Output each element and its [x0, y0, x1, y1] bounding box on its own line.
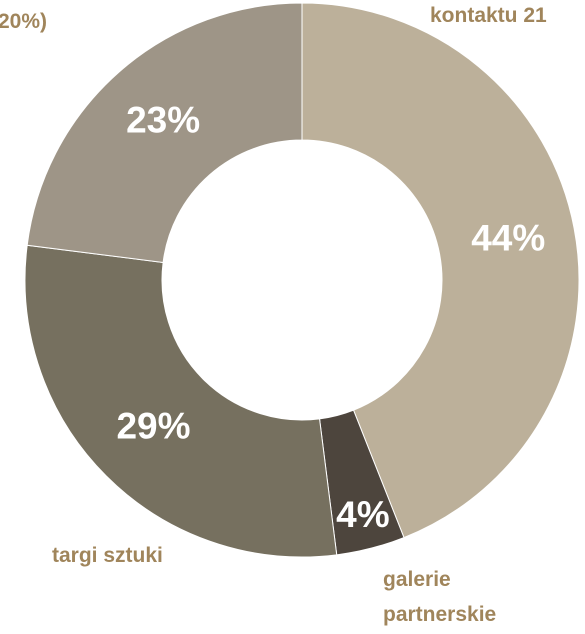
value-label: 4% [336, 494, 389, 535]
slice [301, 2, 580, 539]
value-label: 44% [471, 217, 545, 258]
category-label: galerie partnerskie [383, 568, 497, 626]
value-label: 29% [116, 405, 190, 446]
slice [24, 244, 338, 558]
category-label: 20%) [0, 10, 47, 33]
value-label: 23% [126, 99, 200, 140]
slice [26, 2, 303, 264]
category-label-box: galerie partnerskie [383, 568, 497, 626]
category-label: kontaktu 21 [430, 4, 547, 27]
category-label: targi sztuki [52, 544, 163, 567]
